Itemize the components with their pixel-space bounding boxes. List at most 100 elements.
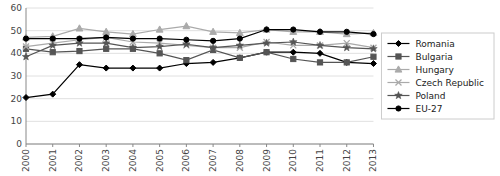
x-tick xyxy=(320,144,321,147)
legend-item: EU-27 xyxy=(387,104,442,114)
point xyxy=(263,39,271,46)
point xyxy=(77,36,82,41)
point xyxy=(264,27,269,32)
x-tick-label: 2005 xyxy=(155,149,165,172)
y-tick-label: 10 xyxy=(11,116,23,126)
series xyxy=(23,34,376,50)
legend-marker xyxy=(395,66,402,72)
legend: Romania Bulgaria Hungary Czech Republic Pola… xyxy=(381,33,494,119)
grid-line xyxy=(26,76,373,77)
y-axis: 0102030405060 xyxy=(11,3,374,149)
legend-label: Bulgaria xyxy=(415,52,452,62)
x-tick-label: 2009 xyxy=(262,149,272,172)
point xyxy=(210,28,217,34)
y-tick-label: 40 xyxy=(11,48,23,58)
x-tick-label: 2001 xyxy=(48,149,58,172)
series xyxy=(23,27,376,44)
x-tick xyxy=(159,144,160,147)
point xyxy=(23,95,29,101)
point xyxy=(50,91,56,97)
point xyxy=(370,61,376,67)
x-tick-label: 2000 xyxy=(21,149,31,172)
point xyxy=(49,41,57,48)
x-tick xyxy=(26,144,27,147)
y-tick-label: 60 xyxy=(11,3,23,13)
series xyxy=(23,46,376,65)
point xyxy=(210,59,216,65)
y-tick-label: 20 xyxy=(11,94,23,104)
legend-item: Romania xyxy=(387,39,454,49)
point xyxy=(157,65,163,71)
x-axis-line xyxy=(26,144,373,145)
series xyxy=(22,38,377,60)
x-tick-label: 2006 xyxy=(181,149,191,172)
series-line xyxy=(26,52,373,97)
point xyxy=(291,27,296,32)
grid-line xyxy=(26,98,373,99)
y-tick-label: 50 xyxy=(11,26,23,36)
legend-marker xyxy=(396,106,401,111)
legend-item: Poland xyxy=(387,91,445,101)
legend-marker xyxy=(395,80,401,86)
point xyxy=(103,28,110,34)
x-tick xyxy=(106,144,107,147)
point xyxy=(236,29,243,35)
legend-marker xyxy=(396,54,401,59)
point xyxy=(157,51,162,56)
point xyxy=(370,45,378,52)
point xyxy=(156,26,163,32)
point xyxy=(210,45,216,51)
legend-box xyxy=(381,33,494,119)
point xyxy=(291,56,296,61)
point xyxy=(237,36,242,41)
x-tick-label: 2011 xyxy=(315,149,325,172)
x-tick xyxy=(266,144,267,147)
point xyxy=(317,60,322,65)
x-tick xyxy=(346,144,347,147)
point xyxy=(77,48,82,53)
x-tick-label: 2003 xyxy=(101,149,111,172)
point xyxy=(371,31,376,36)
legend-item: Hungary xyxy=(387,65,454,75)
point xyxy=(263,26,270,32)
legend-marker xyxy=(395,92,403,99)
point xyxy=(130,65,136,71)
series xyxy=(23,49,376,100)
point xyxy=(76,62,82,68)
point xyxy=(130,36,135,41)
point xyxy=(209,44,217,51)
x-tick-label: 2012 xyxy=(342,149,352,172)
legend-marker xyxy=(395,41,401,47)
series xyxy=(23,23,377,41)
point xyxy=(183,23,190,29)
point xyxy=(316,41,324,48)
point xyxy=(23,44,29,50)
point xyxy=(22,53,30,60)
point xyxy=(103,65,109,71)
point xyxy=(184,58,189,63)
point xyxy=(23,36,28,41)
x-tick xyxy=(213,144,214,147)
x-axis: 2000200120022003200420052006200720082009… xyxy=(21,8,378,172)
x-tick xyxy=(132,144,133,147)
x-tick-label: 2007 xyxy=(208,149,218,172)
point xyxy=(50,36,55,41)
point xyxy=(344,29,349,34)
series-line xyxy=(26,30,373,41)
plot-area xyxy=(22,23,377,101)
x-tick xyxy=(293,144,294,147)
point xyxy=(264,50,269,55)
legend-item: Czech Republic xyxy=(387,78,484,88)
point xyxy=(156,43,164,50)
point xyxy=(237,55,242,60)
legend-label: Czech Republic xyxy=(415,78,484,88)
x-tick-label: 2004 xyxy=(128,149,138,172)
point xyxy=(344,60,349,65)
legend-label: EU-27 xyxy=(415,104,442,114)
grid-line xyxy=(26,144,373,145)
point xyxy=(104,35,109,40)
point xyxy=(237,55,243,61)
point xyxy=(184,37,189,42)
point xyxy=(129,44,137,51)
x-tick-label: 2013 xyxy=(368,149,378,172)
